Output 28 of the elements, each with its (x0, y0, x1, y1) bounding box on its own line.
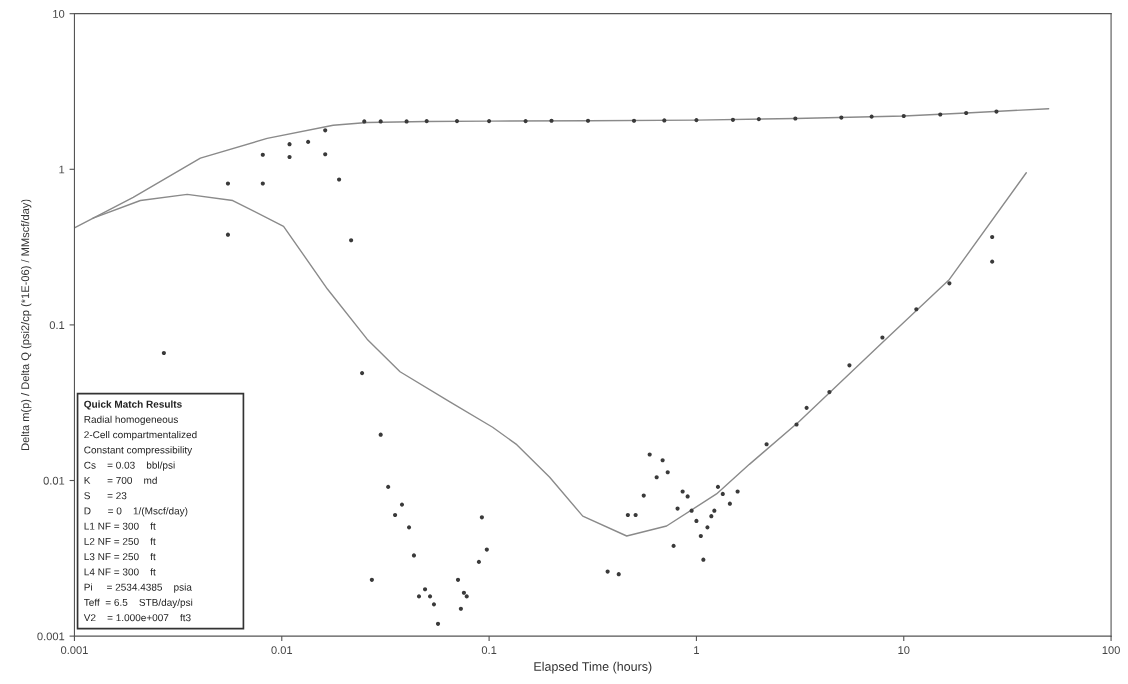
x-tick-label: 0.001 (60, 646, 88, 654)
annotation: Radial homogeneous (84, 415, 178, 425)
annotation: Quick Match Results (84, 400, 182, 410)
annotation: Pi = 2534.4385 psia (84, 583, 192, 593)
annotation: V2 = 1.000e+007 ft3 (83, 613, 191, 622)
y-tick-label: 0.01 (43, 476, 65, 485)
x-tick-label: 1 (694, 646, 699, 654)
annotation: Constant compressibility (84, 446, 193, 456)
y-tick-label: 10 (53, 9, 65, 18)
annotation: L2 NF = 250 ft (84, 537, 156, 545)
x-axis-title: Elapsed Time (hours) (534, 661, 652, 674)
x-tick-label: 100 (1102, 646, 1120, 654)
y-tick-label: 1 (59, 165, 65, 174)
y-tick-label: 0.1 (49, 321, 65, 330)
annotation: 2-Cell compartmentalized (84, 430, 197, 441)
annotation: S = 23 (84, 492, 127, 500)
x-tick-label: 0.01 (271, 646, 293, 654)
x-tick-label: 10 (898, 646, 910, 654)
y-axis-title: Delta m(p) / Delta Q (psi2/cp (*1E-06) / MMscf/day) (21, 199, 32, 450)
annotation: D = 0 1/(Mscf/day) (84, 507, 188, 517)
annotation: Cs = 0.03 bbl/psi (84, 461, 175, 471)
annotation: K = 700 md (84, 476, 157, 484)
annotation: L3 NF = 250 ft (84, 552, 156, 561)
y-tick-label: 0.001 (37, 632, 65, 641)
annotation: L4 NF = 300 ft (84, 568, 156, 576)
annotation: Teff = 6.5 STB/day/psi (84, 598, 193, 608)
x-tick-label: 0.1 (481, 646, 497, 654)
annotation: L1 NF = 300 ft (84, 522, 156, 530)
